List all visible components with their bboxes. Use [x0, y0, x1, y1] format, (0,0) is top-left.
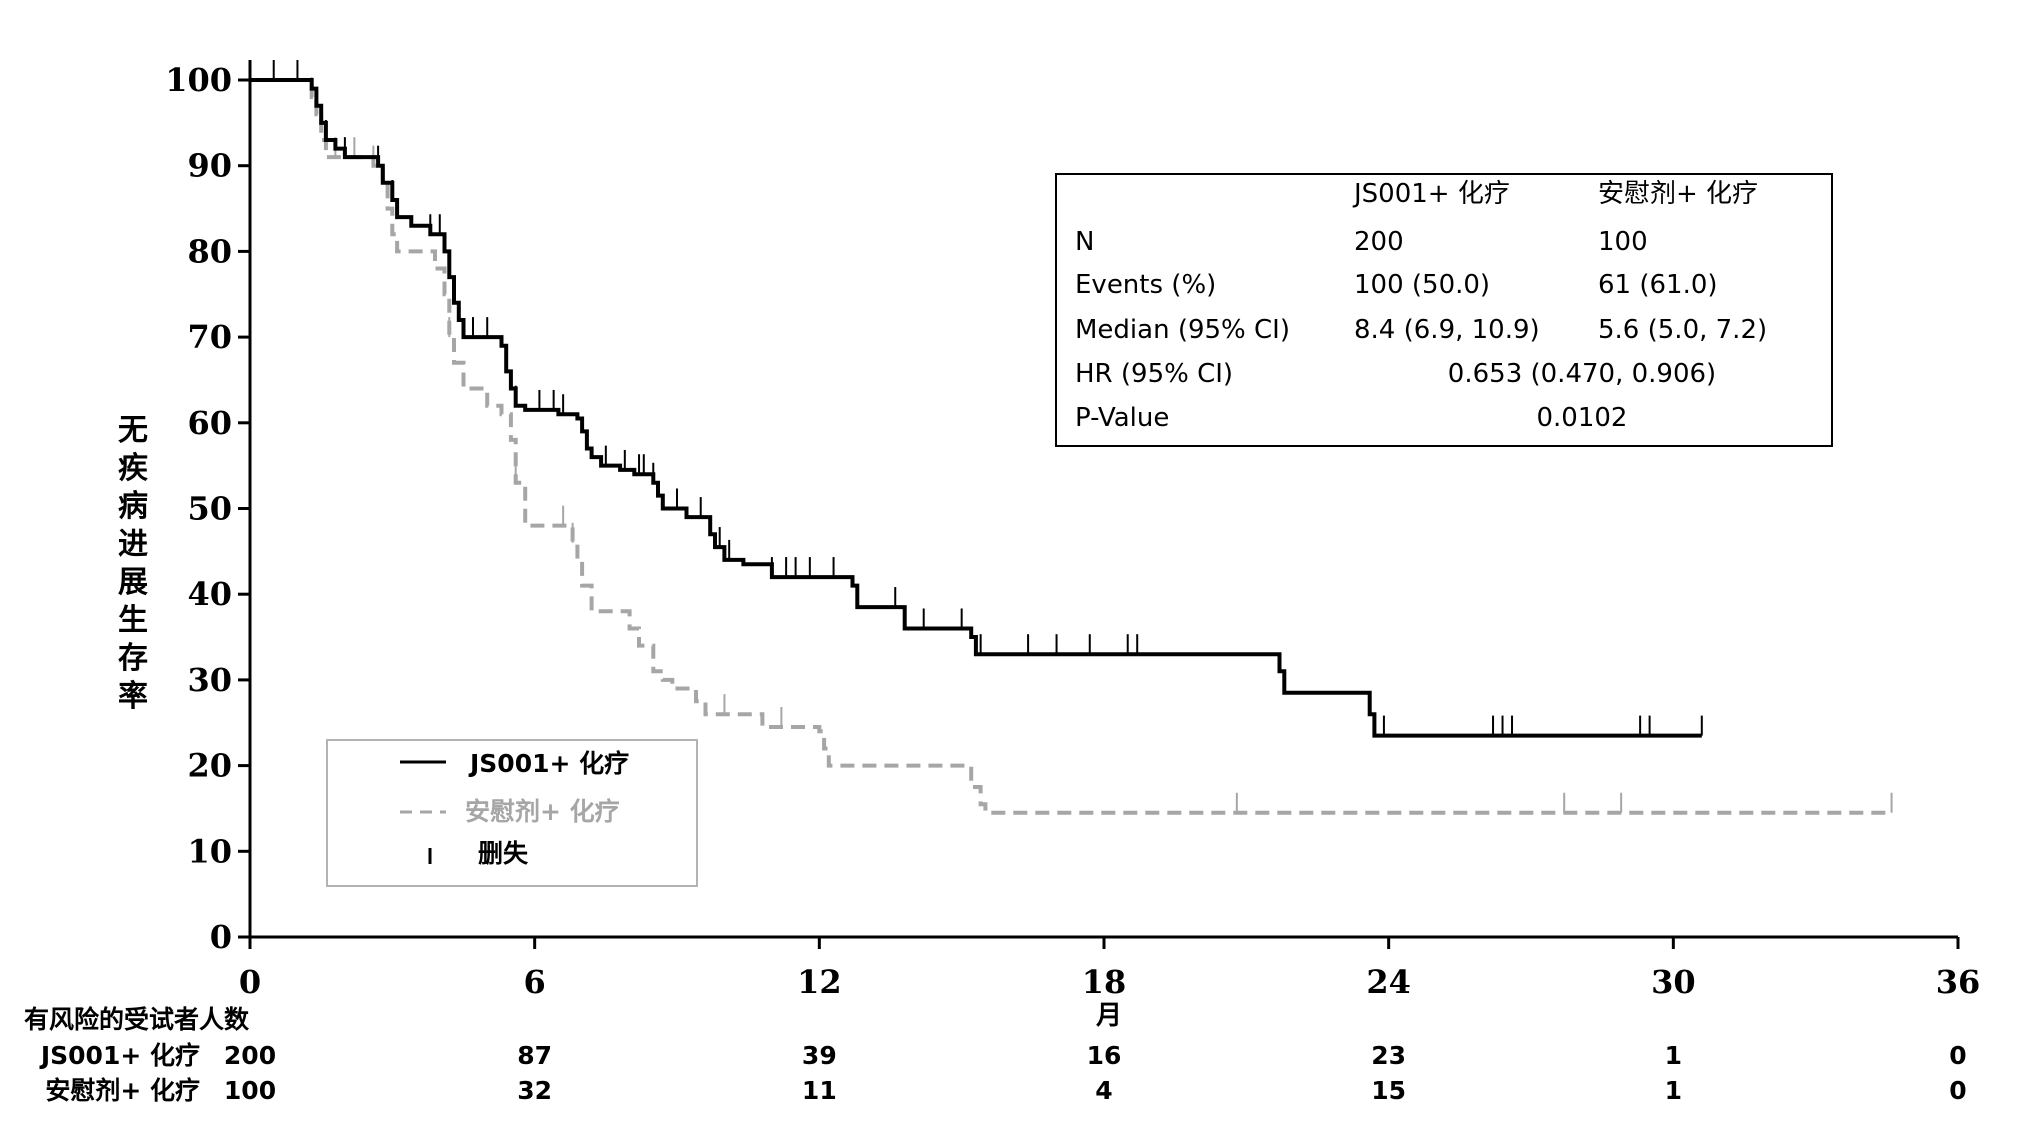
- x-tick-label: 36: [1936, 963, 1981, 1001]
- km-curve-series-1: [250, 78, 1892, 815]
- y-tick-label: 70: [187, 318, 232, 356]
- x-axis-label: 月: [1095, 1001, 1122, 1031]
- y-tick-label: 60: [187, 404, 232, 442]
- at-risk-count: 23: [1371, 1041, 1406, 1070]
- x-tick-label: 0: [239, 963, 261, 1001]
- at-risk-start-js001: 200: [224, 1041, 276, 1070]
- at-risk-count: 87: [517, 1041, 552, 1070]
- legend-border: [326, 739, 698, 887]
- stats-events-placebo: 61 (61.0): [1598, 270, 1718, 300]
- at-risk-count: 1: [1665, 1041, 1682, 1070]
- stats-n-js001: 200: [1354, 227, 1404, 257]
- stats-label-median: Median (95% CI): [1075, 315, 1290, 345]
- y-tick-label: 80: [187, 232, 232, 270]
- at-risk-count: 15: [1371, 1076, 1406, 1105]
- y-axis-label-char: 无: [118, 413, 148, 448]
- y-axis-label-char: 存: [118, 641, 148, 676]
- tick-labels-layer: 0 10 20 30 40 50 60 70 80 90 100 0 6 12 18 24 30 36: [165, 61, 1980, 1001]
- axes-layer: [238, 60, 1960, 949]
- stats-table-border: [1055, 173, 1833, 447]
- stats-table: JS001+ 化疗 安慰剂+ 化疗 N 200 100 Events (%) 1…: [1055, 173, 1833, 447]
- x-tick-label: 24: [1366, 963, 1411, 1001]
- at-risk-count: 0: [1949, 1041, 1966, 1070]
- x-tick-label: 6: [524, 963, 546, 1001]
- at-risk-count: 39: [802, 1041, 837, 1070]
- y-tick-label: 0: [210, 918, 232, 956]
- stats-header-js001: JS001+ 化疗: [1352, 179, 1510, 209]
- stats-hr-value: 0.653 (0.470, 0.906): [1448, 359, 1716, 389]
- km-curve-series-0: [250, 78, 1702, 738]
- y-tick-label: 100: [165, 61, 232, 99]
- legend-label-censor: 删失: [478, 839, 529, 868]
- legend-label-placebo: 安慰剂+ 化疗: [465, 797, 620, 826]
- at-risk-count: 11: [802, 1076, 837, 1105]
- y-axis-label-char: 病: [118, 489, 148, 524]
- x-tick-label: 30: [1651, 963, 1696, 1001]
- at-risk-title: 有风险的受试者人数: [24, 1005, 250, 1034]
- at-risk-count: 0: [1949, 1076, 1966, 1105]
- stats-median-js001: 8.4 (6.9, 10.9): [1354, 315, 1540, 345]
- at-risk-count: 4: [1095, 1076, 1112, 1105]
- y-tick-label: 90: [187, 147, 232, 185]
- stats-n-placebo: 100: [1598, 227, 1648, 257]
- at-risk-count: 16: [1087, 1041, 1122, 1070]
- y-tick-label: 30: [187, 661, 232, 699]
- y-axis-label-char: 进: [118, 527, 148, 562]
- at-risk-count: 32: [517, 1076, 552, 1105]
- at-risk-counts: 87 39 16 23 1 0 32 11 4 15 1 0: [517, 1041, 1966, 1105]
- stats-label-events: Events (%): [1075, 270, 1216, 300]
- at-risk-label-placebo: 安慰剂+ 化疗: [45, 1076, 200, 1105]
- stats-pvalue: 0.0102: [1537, 403, 1628, 433]
- y-axis-label-char: 率: [118, 679, 148, 714]
- x-tick-label: 12: [797, 963, 842, 1001]
- y-tick-label: 50: [187, 490, 232, 528]
- y-tick-label: 20: [187, 747, 232, 785]
- stats-events-js001: 100 (50.0): [1354, 270, 1490, 300]
- legend-label-js001: JS001+ 化疗: [468, 749, 629, 778]
- y-axis-label-char: 展: [118, 565, 148, 600]
- stats-median-placebo: 5.6 (5.0, 7.2): [1598, 315, 1767, 345]
- at-risk-label-js001: JS001+ 化疗: [39, 1041, 200, 1070]
- curves-layer: [250, 60, 1893, 815]
- at-risk-start-placebo: 100: [224, 1076, 276, 1105]
- stats-label-pvalue: P-Value: [1075, 403, 1169, 433]
- y-axis-label-char: 疾: [118, 451, 148, 486]
- stats-label-hr: HR (95% CI): [1075, 359, 1233, 389]
- y-tick-label: 10: [187, 832, 232, 870]
- at-risk-table: 有风险的受试者人数 JS001+ 化疗 安慰剂+ 化疗 200 100 87 39…: [24, 1005, 1967, 1105]
- legend: JS001+ 化疗 安慰剂+ 化疗 删失: [326, 739, 698, 887]
- y-tick-label: 40: [187, 575, 232, 613]
- at-risk-count: 1: [1665, 1076, 1682, 1105]
- stats-label-n: N: [1075, 227, 1094, 257]
- stats-header-placebo: 安慰剂+ 化疗: [1598, 179, 1758, 209]
- y-axis-label-char: 生: [118, 603, 148, 638]
- x-tick-label: 18: [1082, 963, 1127, 1001]
